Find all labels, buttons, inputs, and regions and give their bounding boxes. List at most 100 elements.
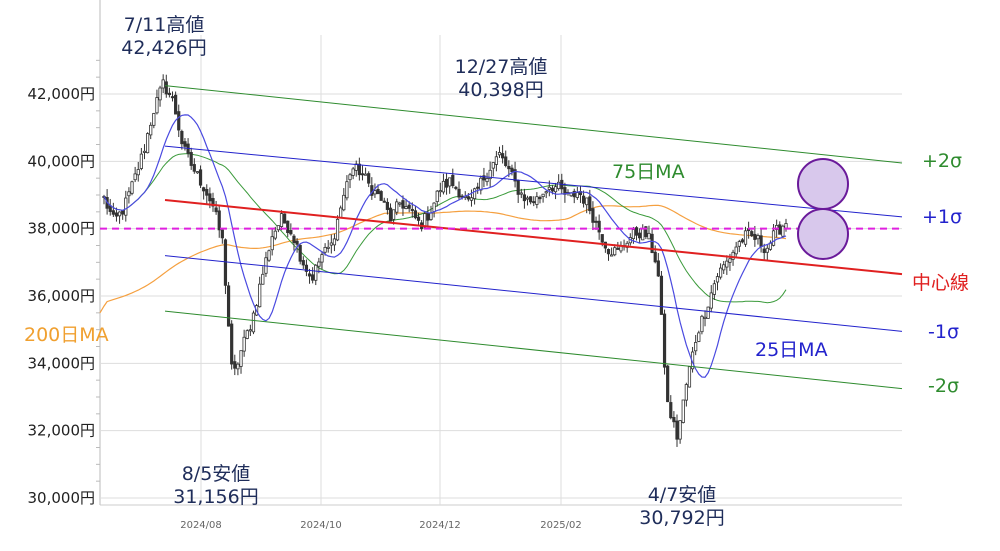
candle-body xyxy=(251,312,256,333)
candle-body xyxy=(117,211,122,217)
candle-body xyxy=(762,248,766,254)
x-tick-label-3: 2025/02 xyxy=(540,520,582,531)
highlight-circle-upper xyxy=(797,158,849,210)
candle-body xyxy=(697,332,701,342)
candle-body xyxy=(435,190,439,203)
candle-body xyxy=(286,220,290,234)
candle-body xyxy=(423,213,427,228)
candle-body xyxy=(432,202,436,213)
candle-body xyxy=(656,260,660,277)
candle-body xyxy=(544,191,548,194)
highlight-circle-lower xyxy=(797,208,849,260)
candle-body xyxy=(585,197,589,206)
candle-body xyxy=(170,96,175,99)
candle-body xyxy=(700,315,704,333)
candle-body xyxy=(510,167,514,173)
candle-body xyxy=(236,363,240,370)
candle-body xyxy=(535,196,539,205)
candle-body xyxy=(357,163,361,176)
candle-body xyxy=(198,169,203,186)
regression-channel xyxy=(164,85,903,390)
candle-body xyxy=(634,227,639,236)
candle-body xyxy=(557,181,561,189)
candle-body xyxy=(385,201,389,210)
annotation-high-2024-value: 42,426円 xyxy=(121,37,207,59)
candle-body xyxy=(491,162,495,169)
candle-body xyxy=(482,175,486,181)
candle-body xyxy=(298,244,302,262)
candle-body xyxy=(320,254,324,263)
label-ma75: 75日MA xyxy=(612,161,685,183)
label-center: 中心線 xyxy=(912,272,970,294)
candle-body xyxy=(121,210,125,215)
candle-body xyxy=(600,234,604,243)
x-tick-label-1: 2024/10 xyxy=(300,520,342,531)
candle-body xyxy=(267,250,271,261)
candle-body xyxy=(672,417,676,423)
candle-body xyxy=(581,195,586,204)
annotation-low-aug: 8/5安値 31,156円 xyxy=(160,463,272,509)
candle-body xyxy=(326,246,330,249)
ma75-path xyxy=(103,153,787,304)
candle-body xyxy=(666,365,670,403)
candle-body xyxy=(553,186,558,193)
candle-body xyxy=(541,193,545,197)
candle-body xyxy=(413,210,418,219)
candle-body xyxy=(139,153,143,169)
channel--2σ xyxy=(164,310,903,390)
candle-body xyxy=(638,232,642,239)
y-tick-label-34000: 34,000円 xyxy=(28,354,96,372)
candle-body xyxy=(304,264,309,272)
candle-body xyxy=(532,201,536,204)
candle-body xyxy=(205,188,209,196)
candle-body xyxy=(597,220,601,233)
channel--1σ xyxy=(164,255,903,332)
candle-body xyxy=(189,152,193,166)
candle-body xyxy=(354,163,358,171)
x-tick-label-2: 2024/12 xyxy=(419,520,461,531)
candle-body xyxy=(230,323,234,365)
candle-body xyxy=(678,420,682,440)
candle-body xyxy=(332,238,337,246)
candle-body xyxy=(731,251,735,260)
candle-body xyxy=(416,216,421,221)
candle-body xyxy=(124,197,128,216)
x-axis-ticks: 2024/08 2024/10 2024/12 2025/02 xyxy=(180,520,582,531)
candle-body xyxy=(722,264,726,271)
candle-body xyxy=(516,180,520,195)
candle-body xyxy=(728,258,732,263)
candle-body xyxy=(258,283,262,308)
candle-body xyxy=(522,194,527,202)
highlight-circles xyxy=(797,158,849,260)
annotation-low-aug-value: 31,156円 xyxy=(173,486,259,508)
candle-body xyxy=(469,197,474,201)
candle-body xyxy=(740,239,745,243)
candle-body xyxy=(529,196,533,203)
candle-body xyxy=(167,92,171,96)
candle-body xyxy=(220,229,224,239)
y-axis-ticks: 30,000円 32,000円 34,000円 36,000円 38,000円 40,00… xyxy=(28,59,100,507)
candlesticks xyxy=(102,74,788,447)
candle-body xyxy=(715,276,720,283)
candle-body xyxy=(575,192,579,198)
label-ma200: 200日MA xyxy=(24,324,109,346)
label-minus2: -2σ xyxy=(928,375,959,397)
ma75-line xyxy=(103,153,787,304)
candle-body xyxy=(155,97,159,114)
candle-body xyxy=(161,79,165,89)
candle-body xyxy=(351,168,355,176)
candle-body xyxy=(239,350,243,367)
candle-body xyxy=(233,361,237,369)
candle-body xyxy=(610,254,614,257)
label-ma25: 25日MA xyxy=(755,339,828,361)
candle-body xyxy=(472,188,477,200)
ma25-path xyxy=(103,114,787,378)
candle-body xyxy=(301,260,305,266)
candle-body xyxy=(292,235,296,244)
x-tick-label-0: 2024/08 xyxy=(180,520,222,531)
candle-body xyxy=(675,420,679,440)
candle-body xyxy=(429,212,433,220)
candle-body xyxy=(111,210,115,215)
candle-body xyxy=(279,213,284,227)
candle-body xyxy=(771,230,776,246)
